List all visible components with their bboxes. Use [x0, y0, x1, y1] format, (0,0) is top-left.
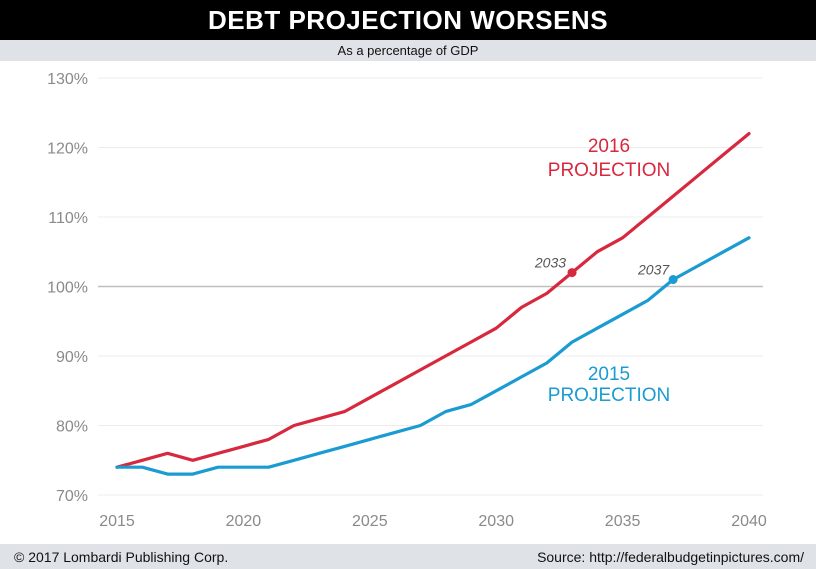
x-tick-label: 2015: [99, 513, 135, 530]
marker-point-2037: [668, 275, 678, 285]
x-tick-label: 2020: [226, 513, 262, 530]
y-tick-label: 120%: [47, 141, 88, 158]
y-tick-label: 80%: [56, 419, 88, 436]
subtitle-bar: As a percentage of GDP: [0, 40, 816, 61]
marker-label-2037: 2037: [637, 262, 670, 278]
x-tick-label: 2025: [352, 513, 388, 530]
series-label-2015: 2015: [588, 364, 630, 385]
footer-bar: © 2017 Lombardi Publishing Corp. Source:…: [0, 544, 816, 569]
source-text: Source: http://federalbudgetinpictures.c…: [537, 549, 804, 565]
series-label-2016: 2016: [588, 136, 630, 157]
y-tick-label: 70%: [56, 488, 88, 505]
marker-label-2033: 2033: [534, 255, 566, 271]
y-tick-label: 130%: [47, 71, 88, 88]
x-tick-label: 2035: [605, 513, 641, 530]
marker-point-2033: [567, 268, 577, 278]
debt-line-chart: 70% 80% 90% 100% 110% 120% 130% 2015 2020 2025 203…: [47, 71, 767, 530]
y-tick-label: 100%: [47, 280, 88, 297]
y-tick-label: 110%: [48, 210, 88, 227]
copyright-text: © 2017 Lombardi Publishing Corp.: [14, 549, 229, 565]
chart-subtitle: As a percentage of GDP: [337, 43, 479, 58]
x-tick-label: 2040: [731, 513, 767, 530]
series-label-2016: PROJECTION: [548, 160, 670, 181]
chart-title: DEBT PROJECTION WORSENS: [207, 4, 609, 35]
y-tick-label: 90%: [56, 349, 88, 366]
x-tick-label: 2030: [478, 513, 514, 530]
series-line-2015-projection: [115, 236, 751, 476]
title-bar: DEBT PROJECTION WORSENS: [0, 0, 816, 40]
series-label-2015: PROJECTION: [548, 385, 670, 406]
series-line-2016-projection: [115, 132, 751, 469]
